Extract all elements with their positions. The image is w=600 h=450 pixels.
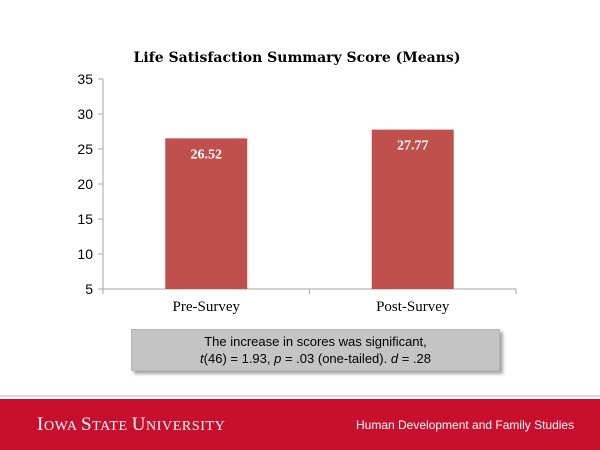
effect-size-value: = .28 <box>398 351 431 366</box>
y-tick-label: 35 <box>77 71 93 87</box>
footer-bar <box>0 399 600 450</box>
footer-divider <box>0 395 600 397</box>
bar-post-survey <box>371 129 454 289</box>
category-label: Pre-Survey <box>173 299 241 315</box>
department-name: Human Development and Family Studies <box>356 418 575 432</box>
note-line-1: The increase in scores was significant, <box>204 334 427 349</box>
y-tick-label: 15 <box>77 211 93 227</box>
x-axis: Pre-Survey Post-Survey <box>102 288 517 315</box>
effect-size-symbol: d <box>390 351 399 366</box>
note-line-2: t(46) = 1.93, p = .03 (one-tailed). d = … <box>132 350 499 367</box>
y-tick-label: 5 <box>85 281 93 297</box>
p-value-text: = .03 (one-tailed). <box>281 351 391 366</box>
y-tick-label: 25 <box>77 141 93 157</box>
bar-pre-survey <box>165 138 248 289</box>
y-tick-label: 10 <box>77 246 93 262</box>
p-value-symbol: p <box>274 351 282 366</box>
y-tick-label: 30 <box>77 106 93 122</box>
y-tick-label: 20 <box>77 176 93 192</box>
t-statistic-value: (46) = 1.93, <box>203 351 275 366</box>
t-statistic-symbol: t <box>200 351 204 366</box>
chart-title: Life Satisfaction Summary Score (Means) <box>134 50 461 66</box>
significance-note: The increase in scores was significant, … <box>131 329 500 371</box>
bar-chart: Life Satisfaction Summary Score (Means) … <box>77 50 517 315</box>
category-label: Post-Survey <box>376 299 450 315</box>
bars: 26.52 27.77 <box>165 129 454 289</box>
y-axis: 5 10 15 20 25 30 35 <box>77 71 104 297</box>
data-label: 26.52 <box>191 147 223 162</box>
data-label: 27.77 <box>397 139 429 154</box>
university-wordmark: IOWA STATE UNIVERSITY <box>37 414 226 435</box>
